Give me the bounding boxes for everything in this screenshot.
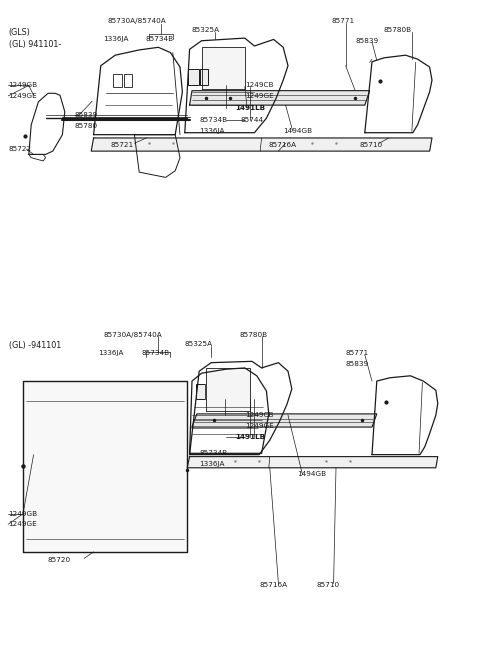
Polygon shape: [91, 138, 432, 151]
Text: 1494GB: 1494GB: [283, 128, 312, 135]
Text: 1336JA: 1336JA: [199, 127, 225, 134]
Text: 1249GE: 1249GE: [245, 93, 274, 99]
Text: 85730A/85740A: 85730A/85740A: [103, 332, 162, 338]
Text: 1249GE: 1249GE: [245, 422, 274, 429]
Bar: [196, 384, 205, 399]
Text: (GL) -941101: (GL) -941101: [9, 341, 61, 350]
Bar: [124, 74, 132, 87]
Text: 85721: 85721: [110, 141, 133, 148]
Text: 85730A/85740A: 85730A/85740A: [108, 18, 167, 24]
Polygon shape: [190, 91, 370, 105]
Text: 1249GE: 1249GE: [9, 521, 37, 528]
Text: 1249GE: 1249GE: [9, 93, 37, 99]
Text: 1494GB: 1494GB: [298, 471, 327, 478]
Text: 85734B: 85734B: [199, 450, 228, 457]
Text: 85710: 85710: [317, 581, 340, 588]
Polygon shape: [192, 414, 377, 427]
Text: 85716A: 85716A: [259, 581, 288, 588]
Text: 85780B: 85780B: [384, 26, 412, 33]
Text: 1336JA: 1336JA: [98, 350, 124, 357]
Bar: [206, 384, 215, 399]
Bar: [200, 69, 208, 85]
Text: 1249GB: 1249GB: [9, 82, 38, 89]
Text: 85839: 85839: [74, 112, 97, 118]
Text: (GLS): (GLS): [9, 28, 31, 37]
Text: 1249CB: 1249CB: [245, 82, 273, 89]
Text: 1336JA: 1336JA: [199, 461, 225, 468]
Text: (GL) 941101-: (GL) 941101-: [9, 40, 61, 49]
Text: 85771: 85771: [331, 18, 354, 24]
Text: 85734B: 85734B: [142, 350, 170, 357]
Polygon shape: [23, 381, 187, 552]
Bar: [188, 69, 199, 85]
Text: 1249CB: 1249CB: [245, 412, 273, 419]
Text: 1491LB: 1491LB: [235, 434, 265, 440]
Text: 85325A: 85325A: [192, 26, 220, 33]
Text: 85325A: 85325A: [185, 341, 213, 348]
Text: 85771: 85771: [346, 350, 369, 357]
Text: 85780B: 85780B: [239, 332, 267, 338]
Polygon shape: [187, 457, 438, 468]
Text: 85839: 85839: [346, 361, 369, 367]
Text: 85839: 85839: [355, 37, 378, 44]
Polygon shape: [206, 368, 250, 411]
Text: 85716A: 85716A: [269, 141, 297, 148]
Text: 85734B: 85734B: [145, 35, 174, 42]
Text: 85720: 85720: [48, 556, 71, 563]
Text: 85722: 85722: [9, 146, 32, 152]
Text: 1491LB: 1491LB: [235, 105, 265, 112]
Text: 1249GB: 1249GB: [9, 510, 38, 517]
Text: 85734B: 85734B: [199, 116, 228, 123]
Polygon shape: [202, 47, 245, 89]
Bar: [113, 74, 122, 87]
Text: 85710: 85710: [360, 141, 383, 148]
Text: 1336JA: 1336JA: [103, 35, 129, 42]
Text: 85780: 85780: [74, 123, 97, 129]
Text: 85744: 85744: [241, 116, 264, 123]
